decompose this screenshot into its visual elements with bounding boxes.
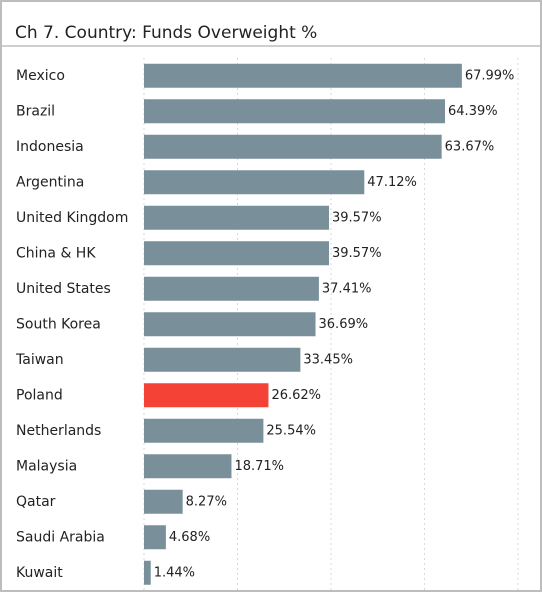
bar [144,134,442,159]
category-label: Qatar [16,494,56,510]
bar [144,560,151,585]
category-label: China & HK [16,245,96,261]
category-label: Netherlands [16,423,101,439]
bar [144,276,319,301]
category-label: South Korea [16,316,101,332]
category-label: Brazil [16,103,55,119]
value-label: 39.57% [332,210,382,225]
bar [144,347,301,372]
category-label: United States [16,281,111,297]
bar [144,205,329,230]
bar [144,99,446,124]
value-label: 37.41% [322,281,372,296]
value-label: 67.99% [465,68,515,83]
category-label: Mexico [16,68,65,84]
bar [144,418,264,443]
bar [144,63,462,88]
category-label: Kuwait [16,565,63,581]
category-label: Argentina [16,174,84,190]
value-label: 63.67% [445,139,495,154]
value-label: 8.27% [186,494,227,509]
category-label: Malaysia [16,458,77,474]
category-label: Taiwan [15,352,64,368]
bar [144,241,329,266]
value-label: 26.62% [271,388,321,403]
bar [144,489,183,514]
bar [144,383,269,408]
category-label: Indonesia [16,139,84,155]
value-label: 33.45% [303,352,353,367]
value-label: 64.39% [448,104,498,119]
chart-title: Ch 7. Country: Funds Overweight % [15,23,317,43]
value-label: 18.71% [234,459,284,474]
value-label: 1.44% [154,565,195,580]
value-label: 25.54% [266,423,316,438]
value-label: 36.69% [319,317,369,332]
bar [144,170,365,195]
value-label: 47.12% [367,175,417,190]
bar [144,454,232,479]
bar [144,312,316,337]
value-label: 39.57% [332,246,382,261]
bar [144,525,166,550]
category-label: United Kingdom [16,210,128,226]
category-label: Saudi Arabia [16,529,105,545]
category-label: Poland [16,387,63,403]
value-label: 4.68% [169,530,210,545]
